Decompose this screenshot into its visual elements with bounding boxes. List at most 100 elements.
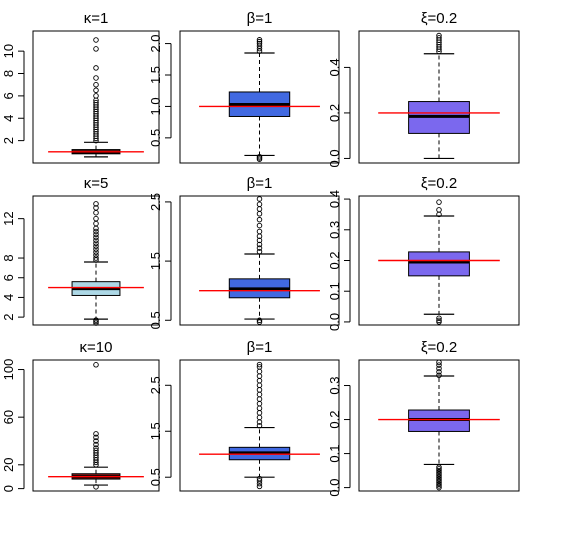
panel-title: κ=10 — [80, 339, 113, 356]
outlier-point — [93, 220, 99, 227]
outlier-point — [256, 153, 263, 160]
outlier-point — [93, 225, 99, 232]
outlier-point — [256, 228, 263, 235]
outlier-point — [436, 35, 442, 41]
outlier-point — [93, 484, 99, 490]
y-tick-label: 0.0 — [327, 479, 342, 497]
outlier-point — [436, 474, 442, 481]
boxplot-panel-2: β=1 0.5 1.0 1.5 2.0 — [148, 10, 340, 164]
outlier-point — [436, 476, 442, 482]
outlier-point — [256, 361, 263, 368]
outlier-point — [93, 438, 99, 444]
outlier-point — [436, 372, 442, 379]
outlier-point — [256, 206, 263, 212]
boxplot-panel-3: ξ=0.2 0.0 0.2 0.4 — [327, 10, 520, 167]
y-tick-label: 0 — [1, 485, 16, 492]
outlier-point — [256, 405, 263, 412]
panel-title: κ=1 — [84, 10, 109, 27]
outlier-point — [93, 445, 99, 451]
outlier-point — [256, 37, 263, 43]
outlier-point — [256, 422, 263, 429]
outlier-point — [93, 81, 99, 88]
outlier-point — [436, 319, 442, 325]
panel-title: ξ=0.2 — [421, 339, 457, 356]
outlier-point — [256, 40, 263, 47]
outlier-point — [436, 207, 442, 213]
y-tick-label: 1.0 — [148, 97, 163, 115]
boxplot-panel-6: ξ=0.2 0.0 0.1 0.2 0.3 0.4 — [327, 175, 520, 331]
outlier-point — [256, 38, 263, 45]
outlier-point — [93, 215, 99, 222]
outlier-point — [256, 391, 263, 398]
outlier-point — [256, 414, 263, 421]
outlier-point — [436, 365, 442, 372]
outlier-point — [93, 99, 99, 106]
outlier-point — [256, 396, 263, 402]
outlier-point — [256, 410, 263, 416]
panel-title: β=1 — [247, 339, 273, 356]
outlier-point — [436, 315, 442, 321]
outlier-point — [436, 469, 442, 476]
outlier-point — [436, 32, 442, 39]
outlier-point — [93, 434, 99, 441]
outlier-point — [436, 199, 442, 205]
outlier-point — [256, 319, 263, 325]
outlier-point — [256, 364, 263, 370]
outlier-point — [256, 480, 263, 487]
outlier-point — [256, 475, 263, 482]
outlier-point — [256, 201, 263, 208]
y-tick-label: 60 — [1, 410, 16, 424]
y-tick-label: 4 — [1, 115, 16, 122]
y-tick-label: 0.4 — [327, 58, 342, 76]
outlier-point — [93, 243, 99, 249]
panel-title: β=1 — [247, 175, 273, 192]
panel-frame — [358, 30, 520, 164]
outlier-point — [93, 201, 99, 207]
y-tick-label: 1.5 — [148, 422, 163, 440]
boxplot-panel-7: κ=10 0 20 60 100 — [1, 339, 160, 492]
outlier-point — [436, 471, 442, 477]
panel-frame — [32, 30, 160, 164]
y-tick-label: 2.0 — [148, 35, 163, 53]
outlier-point — [93, 37, 99, 43]
y-tick-label: 100 — [1, 359, 16, 381]
y-tick-label: 0.0 — [327, 313, 342, 331]
outlier-point — [93, 228, 99, 235]
y-tick-label: 12 — [1, 211, 16, 225]
outlier-point — [93, 87, 99, 94]
outlier-point — [436, 479, 442, 486]
outlier-point — [256, 400, 263, 407]
outlier-point — [93, 234, 99, 241]
outlier-point — [256, 478, 263, 484]
outlier-point — [436, 478, 442, 484]
outlier-point — [93, 209, 99, 216]
outlier-point — [436, 484, 442, 491]
outlier-point — [93, 252, 99, 258]
boxplot-panel-4: κ=5 2 4 6 8 12 — [1, 175, 160, 326]
panel-title: ξ=0.2 — [421, 10, 457, 27]
boxplot-panel-5: β=1 0.5 1.5 2.5 — [148, 175, 340, 329]
outlier-point — [436, 481, 442, 487]
outlier-point — [93, 46, 99, 52]
y-tick-label: 8 — [1, 70, 16, 77]
y-tick-label: 2.5 — [148, 193, 163, 211]
y-tick-label: 20 — [1, 458, 16, 472]
outlier-point — [93, 249, 99, 255]
y-tick-label: 0.3 — [327, 376, 342, 394]
outlier-point — [256, 317, 263, 324]
y-tick-label: 0.1 — [327, 445, 342, 463]
y-tick-label: 0.4 — [327, 190, 342, 208]
outlier-point — [256, 216, 263, 223]
outlier-point — [93, 255, 99, 261]
outlier-point — [256, 368, 263, 375]
panel-title: β=1 — [247, 10, 273, 27]
outlier-point — [436, 317, 442, 324]
outlier-point — [256, 373, 263, 379]
outlier-point — [256, 245, 263, 251]
outlier-point — [436, 362, 442, 368]
y-tick-label: 0.0 — [327, 149, 342, 167]
y-tick-label: 2 — [1, 137, 16, 144]
outlier-point — [93, 231, 99, 238]
y-tick-label: 0.1 — [327, 282, 342, 300]
